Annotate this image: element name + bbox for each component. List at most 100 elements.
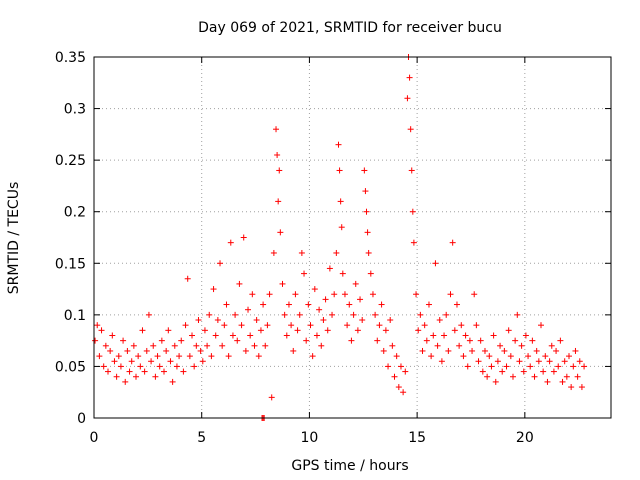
data-point (421, 322, 428, 329)
data-point (559, 378, 566, 385)
data-point (385, 363, 392, 370)
data-point (326, 265, 333, 272)
data-point (402, 368, 409, 375)
data-point (578, 384, 585, 391)
data-point (324, 327, 331, 334)
data-point (365, 249, 372, 256)
data-point (548, 342, 555, 349)
data-point (336, 167, 343, 174)
data-points (92, 54, 588, 421)
data-point (378, 301, 385, 308)
data-point (380, 347, 387, 354)
data-point (253, 317, 260, 324)
data-point (184, 275, 191, 282)
data-point (445, 347, 452, 354)
data-point (505, 327, 512, 334)
data-point (238, 322, 245, 329)
data-point (475, 358, 482, 365)
data-point (447, 291, 454, 298)
data-point (550, 368, 557, 375)
data-point (542, 353, 549, 360)
data-point (338, 224, 345, 231)
data-point (397, 363, 404, 370)
data-point (316, 306, 323, 313)
data-point (195, 317, 202, 324)
data-point (466, 337, 473, 344)
data-point (303, 337, 310, 344)
data-point (98, 327, 105, 334)
data-point (333, 249, 340, 256)
data-point (201, 327, 208, 334)
data-point (417, 311, 424, 318)
data-point (111, 358, 118, 365)
data-point (462, 332, 469, 339)
data-point (404, 95, 411, 102)
data-point (393, 353, 400, 360)
data-point (449, 239, 456, 246)
data-point (186, 353, 193, 360)
data-point (533, 347, 540, 354)
data-point (512, 337, 519, 344)
data-point (344, 322, 351, 329)
data-point (497, 342, 504, 349)
data-point (346, 301, 353, 308)
data-point (382, 327, 389, 334)
data-point (113, 373, 120, 380)
data-point (290, 347, 297, 354)
x-tick-label: 20 (516, 430, 534, 446)
data-point (270, 249, 277, 256)
data-point (117, 363, 124, 370)
data-point (268, 394, 275, 401)
data-point (234, 337, 241, 344)
data-point (193, 342, 200, 349)
data-point (572, 347, 579, 354)
data-point (557, 337, 564, 344)
data-point (311, 286, 318, 293)
data-point (503, 363, 510, 370)
data-point (477, 337, 484, 344)
data-point (516, 358, 523, 365)
data-point (225, 353, 232, 360)
data-point (537, 322, 544, 329)
data-point (415, 327, 422, 334)
data-point (544, 378, 551, 385)
data-point (451, 327, 458, 334)
data-point (214, 317, 221, 324)
y-tick-label: 0.1 (64, 308, 86, 324)
data-point (266, 291, 273, 298)
data-point (262, 342, 269, 349)
data-point (576, 358, 583, 365)
data-point (531, 373, 538, 380)
data-point (428, 353, 435, 360)
data-point (352, 280, 359, 287)
data-point (320, 317, 327, 324)
data-point (277, 229, 284, 236)
data-point (518, 342, 525, 349)
data-point (372, 311, 379, 318)
data-point (341, 291, 348, 298)
data-point (255, 353, 262, 360)
data-point (273, 126, 280, 133)
data-point (137, 363, 144, 370)
data-point (484, 373, 491, 380)
data-point (413, 291, 420, 298)
data-point (94, 322, 101, 329)
data-point (443, 311, 450, 318)
data-point (361, 167, 368, 174)
data-point (161, 368, 168, 375)
data-point (276, 167, 283, 174)
data-point (257, 327, 264, 334)
data-point (359, 317, 366, 324)
data-point (570, 363, 577, 370)
data-point (362, 188, 369, 195)
data-point (197, 347, 204, 354)
data-point (100, 363, 107, 370)
y-tick-label: 0.3 (64, 102, 86, 118)
y-axis-label: SRMTID / TECUs (6, 182, 22, 295)
y-tick-label: 0.05 (55, 359, 86, 375)
data-point (275, 198, 282, 205)
data-point (391, 373, 398, 380)
data-point (471, 291, 478, 298)
data-point (204, 342, 211, 349)
data-point (473, 322, 480, 329)
